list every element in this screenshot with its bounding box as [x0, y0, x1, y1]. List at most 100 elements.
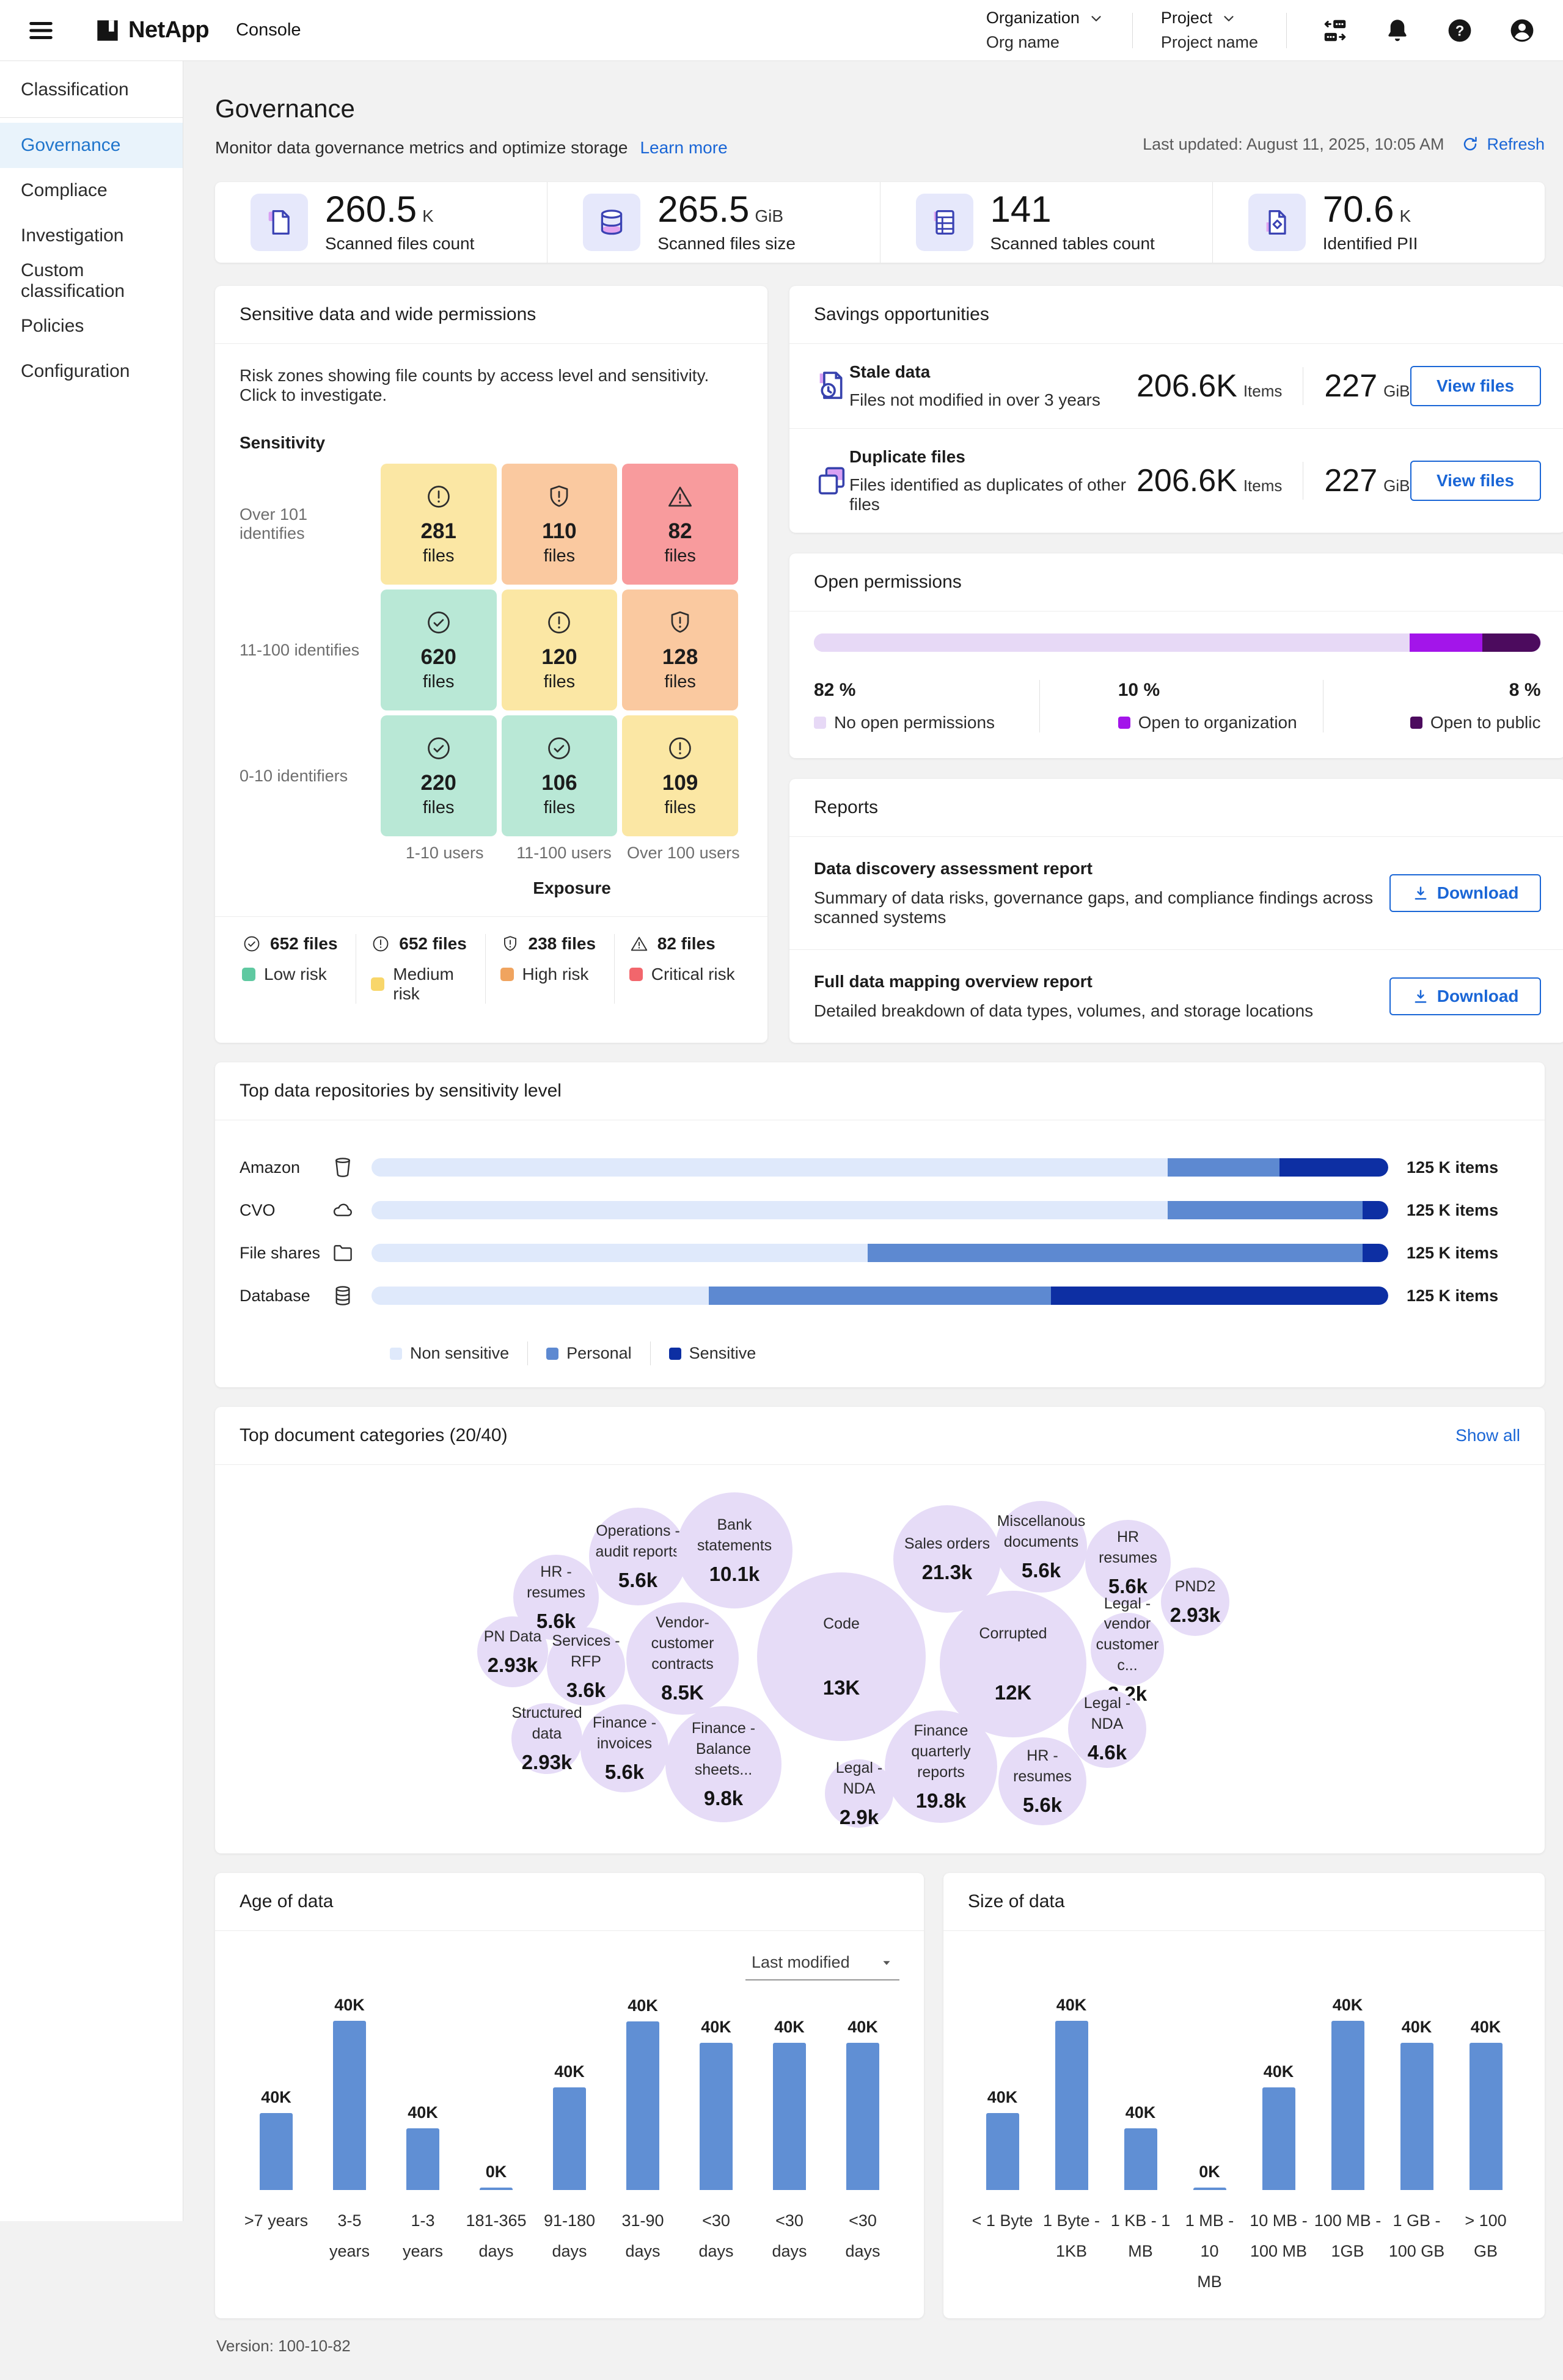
project-switcher[interactable]: Project Project name: [1133, 9, 1286, 52]
bar-value-label: 40K: [1401, 2018, 1432, 2036]
permissions-card: Open permissions 82 % No open permissions…: [789, 553, 1563, 758]
account-icon[interactable]: [1508, 16, 1536, 45]
category-bubble-legal-nda: Legal - NDA 4.6k: [1068, 1690, 1146, 1768]
bar-label-line: days: [772, 2241, 807, 2260]
help-icon[interactable]: ?: [1446, 16, 1474, 45]
organization-switcher[interactable]: Organization Org name: [958, 9, 1132, 52]
heatmap-cell-medium[interactable]: 109 files: [622, 715, 738, 836]
bar-value-label: 40K: [987, 2088, 1018, 2106]
repository-row-cvo: CVO 125 K items: [240, 1189, 1510, 1232]
sidebar-item-label: Configuration: [21, 361, 130, 381]
show-all-link[interactable]: Show all: [1455, 1426, 1520, 1445]
bubble-value: 5.6k: [618, 1568, 658, 1591]
stat-value: 70.6: [1322, 189, 1394, 230]
sidebar-item-compliace[interactable]: Compliace: [0, 168, 183, 213]
size-of-data-title: Size of data: [968, 1891, 1065, 1911]
saving-items-metric: 206.6K Items: [1137, 465, 1282, 497]
sidebar-item-governance[interactable]: Governance: [0, 123, 183, 168]
heatmap-cell-critical[interactable]: 82 files: [622, 464, 738, 585]
sidebar-item-policies[interactable]: Policies: [0, 304, 183, 349]
workflow-icon[interactable]: [1321, 16, 1349, 45]
bubble-value: 21.3k: [921, 1560, 973, 1583]
project-value: Project name: [1160, 33, 1258, 51]
bar-area: 40K: [406, 1996, 439, 2190]
saving-description: Files identified as duplicates of other …: [849, 475, 1126, 514]
heatmap-cell-medium[interactable]: 281 files: [380, 464, 497, 585]
repository-name: Amazon: [240, 1158, 301, 1177]
project-label: Project: [1160, 9, 1212, 27]
download-button[interactable]: Download: [1389, 977, 1541, 1015]
bubble-label-line: NDA: [1091, 1715, 1124, 1732]
download-button[interactable]: Download: [1389, 874, 1541, 912]
heatmap-cell-low[interactable]: 106 files: [501, 715, 618, 836]
pii-icon: [1261, 206, 1293, 238]
refresh-button[interactable]: Refresh: [1461, 135, 1545, 154]
sidebar-item-classification[interactable]: Classification: [0, 67, 183, 112]
sidebar-item-investigation[interactable]: Investigation: [0, 213, 183, 258]
menu-icon[interactable]: [27, 16, 55, 45]
bar-label-line: days: [625, 2241, 661, 2260]
repositories-legend: Non sensitive Personal Sensitive: [372, 1341, 1510, 1365]
stat-icon-tile: [251, 194, 308, 251]
bubble-value: 13K: [822, 1676, 860, 1699]
last-updated-text: Last updated: August 11, 2025, 10:05 AM: [1143, 134, 1444, 153]
category-bubble-legal-nda: Legal - NDA 2.9k: [825, 1759, 893, 1828]
category-bubble-pnd2: PND2 2.93k: [1161, 1568, 1229, 1636]
risk-legend-count: 652 files: [242, 934, 356, 954]
saving-size-metric: 227 GiB: [1324, 370, 1410, 402]
view-files-button[interactable]: View files: [1410, 366, 1541, 406]
bubble-label: Miscellanous documents: [997, 1511, 1086, 1553]
sidebar-item-label: Policies: [21, 316, 84, 336]
risk-legend-label-row: High risk: [500, 965, 614, 984]
bubble-value: 12K: [994, 1681, 1032, 1704]
legend-swatch: [500, 968, 514, 981]
bubble-label-line: HR - resumes: [527, 1563, 585, 1601]
bar-value-label: 0K: [1199, 2163, 1220, 2181]
stat-unit: K: [1399, 206, 1411, 225]
view-files-button[interactable]: View files: [1410, 461, 1541, 501]
cell-count: 106: [541, 770, 577, 795]
notifications-icon[interactable]: [1383, 16, 1411, 45]
permissions-label: Open to public: [1430, 713, 1541, 732]
bar: [846, 2043, 879, 2190]
bar-category-label: < 1 Byte: [972, 2206, 1033, 2265]
last-modified-select[interactable]: Last modified: [745, 1948, 899, 1980]
repository-items-count: 125 K items: [1407, 1158, 1499, 1177]
bar-column-1-3-years: 40K 1-3 years: [386, 1996, 459, 2267]
exposure-column-label: Over 100 users: [627, 844, 740, 862]
permissions-percent: 82 %: [814, 680, 856, 700]
heatmap-cell-low[interactable]: 620 files: [380, 590, 497, 710]
stat-label: Scanned tables count: [990, 234, 1155, 253]
bar-area: 40K: [333, 1996, 366, 2190]
topbar-divider: [1132, 12, 1133, 48]
heatmap-cell-medium[interactable]: 120 files: [501, 590, 618, 710]
bar: [406, 2128, 439, 2190]
heatmap-cell-high[interactable]: 128 files: [622, 590, 738, 710]
legend-swatch: [371, 977, 385, 991]
sidebar-item-custom-classification[interactable]: Custom classification: [0, 258, 183, 304]
db-stack-icon: [331, 1284, 354, 1307]
bar-category-label: 1 GB -100 GB: [1389, 2206, 1445, 2267]
bar-column-30-days: 40K <30 days: [753, 1996, 826, 2267]
age-of-data-title: Age of data: [240, 1891, 334, 1911]
risk-legend-label: Low risk: [264, 965, 327, 984]
bubble-value: 5.6k: [536, 1609, 576, 1632]
categories-card: Top document categories (20/40) Show all…: [215, 1407, 1545, 1853]
bar: [773, 2043, 806, 2190]
reports-title: Reports: [814, 797, 879, 817]
bar: [260, 2113, 293, 2190]
sidebar-item-configuration[interactable]: Configuration: [0, 349, 183, 394]
bar-value-label: 40K: [701, 2018, 731, 2036]
category-bubble-finance-balance-sheets: Finance - Balance sheets... 9.8k: [665, 1706, 782, 1822]
category-bubble-vendor-customer-contracts: Vendor-customer contracts 8.5K: [626, 1602, 739, 1715]
learn-more-link[interactable]: Learn more: [640, 138, 728, 157]
heatmap-cell-high[interactable]: 110 files: [501, 464, 618, 585]
bar-value-label: 40K: [1056, 1996, 1087, 2014]
bubble-label: Legal - NDA: [1084, 1693, 1130, 1735]
permissions-label-row: No open permissions: [814, 713, 1039, 732]
heatmap-cell-low[interactable]: 220 files: [380, 715, 497, 836]
bar-area: 40K: [626, 1996, 659, 2190]
stat-value: 260.5: [325, 189, 417, 230]
repository-bar: [372, 1287, 1388, 1305]
button-label: View files: [1436, 376, 1515, 395]
